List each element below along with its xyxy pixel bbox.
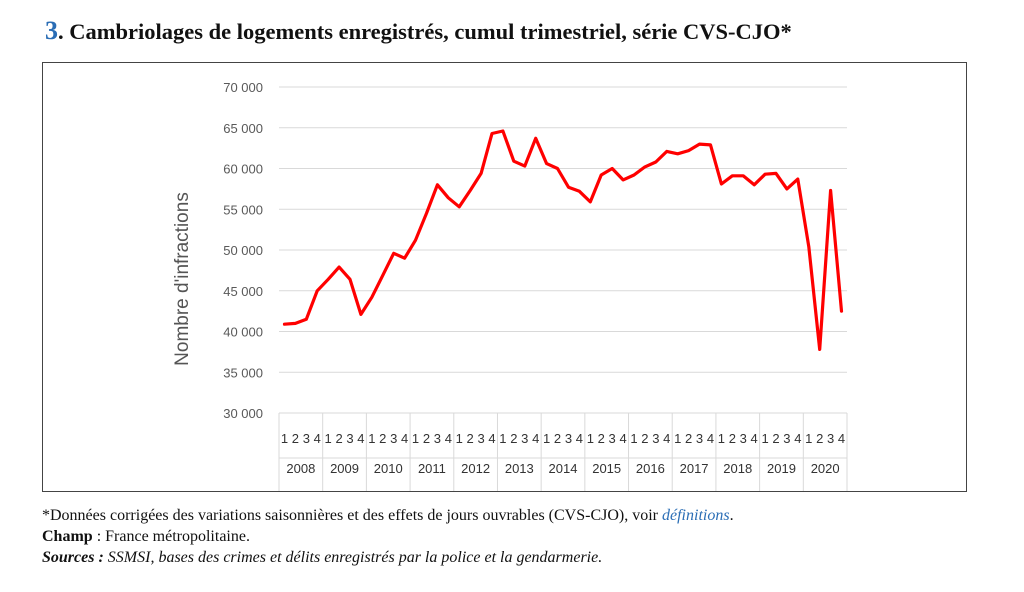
x-quarter-label: 3 (827, 431, 834, 446)
x-year-label: 2019 (767, 461, 796, 476)
x-quarter-label: 3 (783, 431, 790, 446)
x-quarter-label: 2 (423, 431, 430, 446)
y-axis-ticks: 30 000 35 000 40 000 45 000 50 000 55 000 60 0… (223, 80, 263, 421)
x-quarter-label: 4 (794, 431, 801, 446)
x-quarter-label: 3 (696, 431, 703, 446)
x-year-label: 2017 (680, 461, 709, 476)
x-year-label: 2018 (723, 461, 752, 476)
x-quarter-label: 1 (761, 431, 768, 446)
x-quarter-label: 4 (401, 431, 408, 446)
y-tick-label: 50 000 (223, 243, 263, 258)
x-quarter-label: 2 (685, 431, 692, 446)
x-quarter-label: 1 (456, 431, 463, 446)
gridlines (279, 86, 847, 414)
x-quarter-label: 4 (532, 431, 539, 446)
x-quarter-label: 2 (335, 431, 342, 446)
x-quarter-label: 1 (587, 431, 594, 446)
y-axis-label: Nombre d'infractions (172, 192, 193, 366)
champ-text: : France métropolitaine. (92, 528, 250, 545)
y-tick-label: 40 000 (223, 325, 263, 340)
x-year-label: 2014 (549, 461, 578, 476)
chart-heading: 3. Cambriolages de logements enregistrés… (45, 16, 792, 46)
x-quarter-label: 4 (663, 431, 670, 446)
champ-label: Champ (42, 528, 93, 545)
x-quarter-label: 2 (510, 431, 517, 446)
champ-line: Champ : France métropolitaine. (42, 526, 734, 547)
x-quarter-label: 2 (729, 431, 736, 446)
x-quarter-label: 4 (488, 431, 495, 446)
x-year-label: 2012 (461, 461, 490, 476)
x-quarter-label: 4 (707, 431, 714, 446)
y-tick-label: 60 000 (223, 162, 263, 177)
x-quarter-label: 3 (346, 431, 353, 446)
x-quarter-label: 4 (357, 431, 364, 446)
y-tick-label: 35 000 (223, 365, 263, 380)
x-quarter-label: 3 (477, 431, 484, 446)
sources-label: Sources : (42, 549, 104, 566)
x-quarter-label: 3 (434, 431, 441, 446)
x-quarter-label: 1 (499, 431, 506, 446)
x-year-label: 2008 (286, 461, 315, 476)
x-quarter-label: 3 (390, 431, 397, 446)
x-quarter-label: 4 (576, 431, 583, 446)
x-quarter-label: 2 (554, 431, 561, 446)
x-quarter-label: 4 (838, 431, 845, 446)
y-tick-label: 30 000 (223, 406, 263, 421)
x-quarter-label: 3 (740, 431, 747, 446)
series-layer (282, 129, 844, 351)
x-quarter-label: 2 (292, 431, 299, 446)
x-quarter-label: 2 (467, 431, 474, 446)
y-tick-label: 45 000 (223, 284, 263, 299)
footnote-end: . (729, 507, 734, 524)
sources-line: Sources : SSMSI, bases des crimes et dél… (42, 547, 734, 568)
x-quarter-label: 2 (641, 431, 648, 446)
x-year-label: 2010 (374, 461, 403, 476)
definitions-link[interactable]: définitions (662, 507, 730, 524)
x-year-label: 2013 (505, 461, 534, 476)
x-quarter-label: 4 (314, 431, 321, 446)
x-year-label: 2015 (592, 461, 621, 476)
x-quarter-label: 1 (674, 431, 681, 446)
x-quarter-label: 3 (521, 431, 528, 446)
x-quarter-label: 2 (816, 431, 823, 446)
x-quarter-label: 3 (609, 431, 616, 446)
x-quarter-label: 2 (379, 431, 386, 446)
x-quarter-label: 4 (619, 431, 626, 446)
x-quarter-label: 1 (630, 431, 637, 446)
chart-notes: *Données corrigées des variations saison… (42, 505, 734, 568)
x-quarter-label: 2 (598, 431, 605, 446)
footnote-text: *Données corrigées des variations saison… (42, 507, 662, 524)
x-quarter-label: 4 (751, 431, 758, 446)
x-quarter-label: 4 (445, 431, 452, 446)
y-tick-label: 55 000 (223, 202, 263, 217)
x-quarter-label: 1 (412, 431, 419, 446)
chart-frame: 30 000 35 000 40 000 45 000 50 000 55 000 60 0… (42, 62, 967, 492)
x-quarter-label: 1 (281, 431, 288, 446)
x-year-label: 2011 (418, 461, 446, 476)
sources-text: SSMSI, bases des crimes et délits enregi… (103, 549, 603, 566)
x-year-label: 2009 (330, 461, 359, 476)
x-quarter-label: 1 (805, 431, 812, 446)
chart-title: . Cambriolages de logements enregistrés,… (58, 19, 792, 44)
x-quarter-label: 1 (325, 431, 332, 446)
x-quarter-label: 1 (368, 431, 375, 446)
x-year-label: 2016 (636, 461, 665, 476)
x-year-label: 2020 (811, 461, 840, 476)
series-line (282, 129, 844, 351)
footnote: *Données corrigées des variations saison… (42, 505, 734, 526)
x-quarter-label: 3 (652, 431, 659, 446)
x-quarter-label: 1 (718, 431, 725, 446)
x-quarter-label: 1 (543, 431, 550, 446)
x-quarter-label: 3 (565, 431, 572, 446)
line-chart: 30 000 35 000 40 000 45 000 50 000 55 000 60 0… (172, 80, 848, 491)
x-quarter-label: 2 (772, 431, 779, 446)
y-tick-label: 70 000 (223, 80, 263, 95)
y-tick-label: 65 000 (223, 121, 263, 136)
chart-number: 3 (45, 16, 58, 45)
x-quarter-label: 3 (303, 431, 310, 446)
